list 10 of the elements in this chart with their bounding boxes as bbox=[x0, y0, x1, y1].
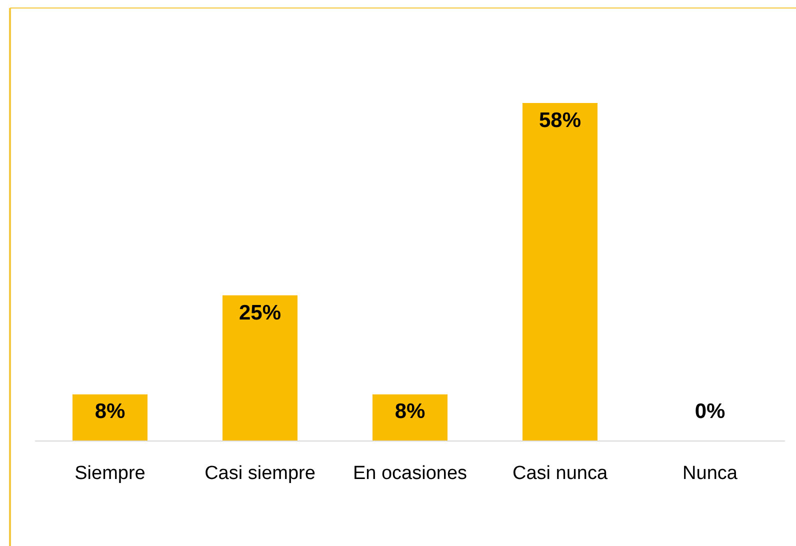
x-tick-label: En ocasiones bbox=[352, 463, 468, 484]
x-tick-label: Casi siempre bbox=[204, 463, 316, 484]
data-label: 58% bbox=[538, 109, 582, 132]
data-label: 0% bbox=[694, 400, 726, 423]
x-tick-label: Nunca bbox=[682, 463, 738, 484]
x-tick-label: Casi nunca bbox=[512, 463, 608, 484]
data-label: 8% bbox=[94, 400, 126, 423]
data-label: 25% bbox=[238, 301, 282, 324]
data-label: 8% bbox=[394, 400, 426, 423]
x-tick-label: Siempre bbox=[74, 463, 146, 484]
